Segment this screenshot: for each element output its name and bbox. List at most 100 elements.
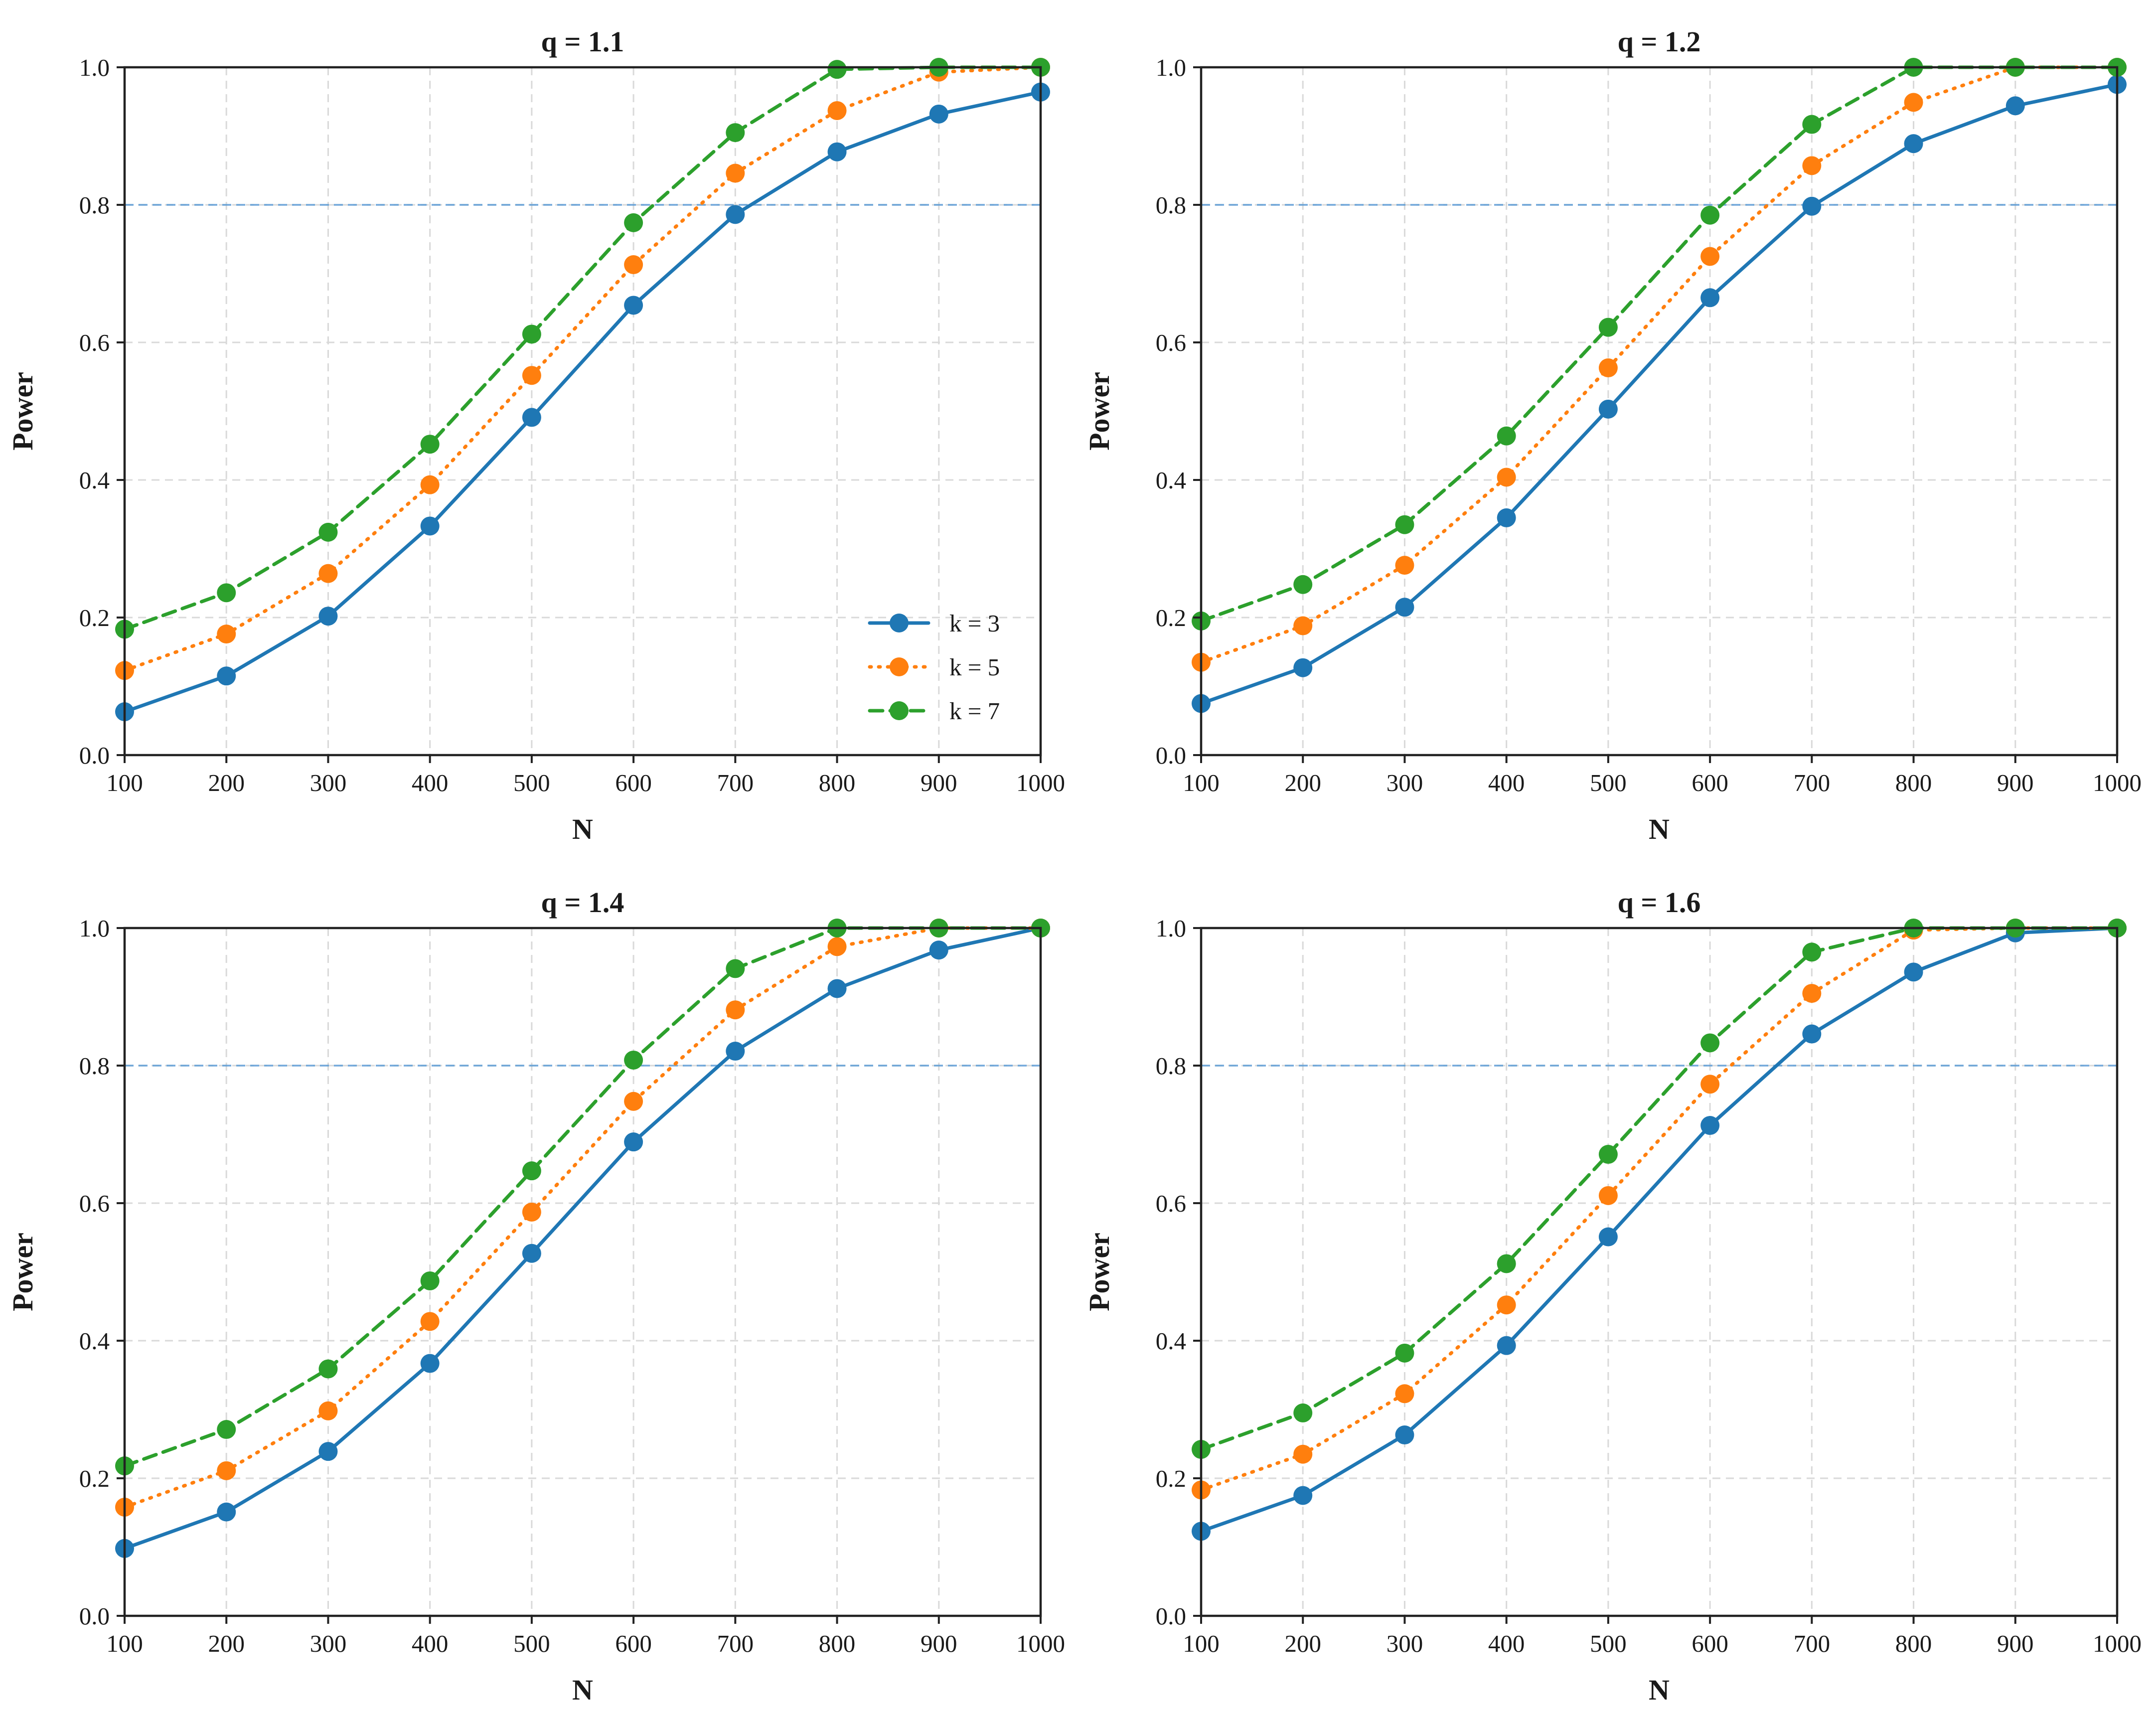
data-point-k=5 xyxy=(1395,1384,1414,1404)
data-point-k=5 xyxy=(827,937,847,956)
data-point-k=3 xyxy=(1904,134,1923,154)
data-point-k=3 xyxy=(1395,1425,1414,1445)
x-tick-label: 500 xyxy=(1590,769,1627,796)
data-point-k=3 xyxy=(1497,508,1516,527)
x-tick-label: 900 xyxy=(1997,1630,2034,1657)
x-tick-label: 800 xyxy=(1895,1630,1932,1657)
x-tick-label: 900 xyxy=(921,1630,957,1657)
series-line-k=5 xyxy=(1199,926,2119,1492)
legend-label: k = 5 xyxy=(949,653,1000,681)
data-point-k=3 xyxy=(1904,962,1923,982)
x-axis-label: N xyxy=(1649,813,1670,845)
data-point-k=5 xyxy=(1497,1295,1516,1315)
x-tick-label: 700 xyxy=(717,769,754,796)
y-tick-label: 0.6 xyxy=(79,329,110,356)
x-tick-label: 500 xyxy=(513,1630,550,1657)
data-point-k=7 xyxy=(1598,1145,1618,1164)
x-tick-label: 800 xyxy=(1895,769,1932,796)
panel-1: 100 200 300 400 500 600 700 800 900 1000 0.0 0.2 0.4… xyxy=(6,25,1065,845)
x-tick-label: 300 xyxy=(1386,1630,1423,1657)
x-tick-label: 400 xyxy=(412,1630,449,1657)
data-point-k=5 xyxy=(624,1092,643,1111)
data-point-k=7 xyxy=(217,583,236,603)
x-tick-label: 300 xyxy=(1386,769,1423,796)
x-axis-label: N xyxy=(1649,1674,1670,1706)
data-point-k=7 xyxy=(1293,575,1313,594)
y-tick-label: 0.4 xyxy=(79,1327,110,1355)
x-tick-label: 500 xyxy=(513,769,550,796)
data-point-k=5 xyxy=(1700,1075,1720,1094)
y-tick-label: 0.0 xyxy=(1156,1602,1186,1630)
axes-frame xyxy=(1200,927,2119,1617)
x-tick-label: 700 xyxy=(1794,1630,1831,1657)
y-tick-label: 0.2 xyxy=(79,604,110,631)
data-point-k=7 xyxy=(1497,426,1516,446)
x-tick-label: 100 xyxy=(1183,769,1220,796)
y-tick-label: 0.6 xyxy=(1156,329,1186,356)
data-point-k=5 xyxy=(726,163,745,183)
data-point-k=3 xyxy=(726,1042,745,1061)
data-point-k=3 xyxy=(420,516,440,536)
data-point-k=5 xyxy=(1395,556,1414,575)
data-point-k=5 xyxy=(1293,616,1313,635)
data-point-k=7 xyxy=(318,1359,338,1379)
series-line-k=3 xyxy=(1199,926,2119,1533)
x-tick-label: 600 xyxy=(615,769,652,796)
data-point-k=7 xyxy=(1395,1343,1414,1363)
data-point-k=3 xyxy=(827,979,847,998)
data-point-k=5 xyxy=(217,625,236,644)
legend-label: k = 7 xyxy=(949,697,1000,725)
data-point-k=7 xyxy=(1598,317,1618,337)
data-point-k=3 xyxy=(726,205,745,224)
data-point-k=3 xyxy=(1598,1227,1618,1247)
data-point-k=3 xyxy=(929,104,948,124)
x-tick-label: 1000 xyxy=(1016,1630,1065,1657)
data-point-k=5 xyxy=(1802,984,1822,1003)
data-point-k=5 xyxy=(318,564,338,583)
y-tick-label: 0.0 xyxy=(79,742,110,769)
y-tick-label: 0.2 xyxy=(1156,1465,1186,1492)
data-point-k=3 xyxy=(1598,399,1618,419)
data-point-k=7 xyxy=(624,1050,643,1070)
y-tick-label: 0.4 xyxy=(1156,1327,1186,1355)
x-tick-label: 1000 xyxy=(1016,769,1065,796)
data-point-k=3 xyxy=(1700,288,1720,308)
series-line-k=7 xyxy=(123,65,1043,631)
y-tick-label: 0.2 xyxy=(1156,604,1186,631)
series-line-k=3 xyxy=(1199,83,2119,705)
data-point-k=7 xyxy=(726,959,745,978)
data-point-k=3 xyxy=(318,1442,338,1461)
x-tick-label: 400 xyxy=(1488,769,1525,796)
x-tick-label: 200 xyxy=(208,1630,245,1657)
x-tick-label: 900 xyxy=(921,769,957,796)
y-tick-label: 0.4 xyxy=(1156,467,1186,494)
data-point-k=7 xyxy=(420,1271,440,1290)
x-tick-label: 900 xyxy=(1997,769,2034,796)
x-tick-label: 200 xyxy=(1284,1630,1321,1657)
data-point-k=5 xyxy=(1497,468,1516,487)
panel-title: q = 1.1 xyxy=(541,25,624,58)
x-tick-label: 800 xyxy=(819,769,856,796)
y-tick-label: 0.0 xyxy=(1156,742,1186,769)
legend-label: k = 3 xyxy=(949,610,1000,637)
x-axis-label: N xyxy=(572,1674,593,1706)
x-tick-label: 300 xyxy=(310,1630,347,1657)
x-tick-label: 1000 xyxy=(2093,769,2142,796)
y-tick-label: 1.0 xyxy=(79,915,110,942)
data-point-k=5 xyxy=(827,101,847,120)
x-tick-label: 700 xyxy=(1794,769,1831,796)
data-point-k=7 xyxy=(1395,515,1414,534)
data-point-k=5 xyxy=(1904,93,1923,112)
y-axis-label: Power xyxy=(1083,1233,1115,1311)
data-point-k=7 xyxy=(1497,1254,1516,1273)
x-tick-label: 300 xyxy=(310,769,347,796)
x-tick-label: 600 xyxy=(615,1630,652,1657)
series-line-k=5 xyxy=(123,65,1043,672)
data-point-k=7 xyxy=(217,1420,236,1439)
data-point-k=3 xyxy=(522,1244,541,1263)
data-point-k=3 xyxy=(1802,196,1822,216)
y-tick-label: 0.0 xyxy=(79,1602,110,1630)
data-point-k=3 xyxy=(318,607,338,626)
data-point-k=3 xyxy=(2005,96,2025,116)
data-point-k=7 xyxy=(1802,942,1822,962)
